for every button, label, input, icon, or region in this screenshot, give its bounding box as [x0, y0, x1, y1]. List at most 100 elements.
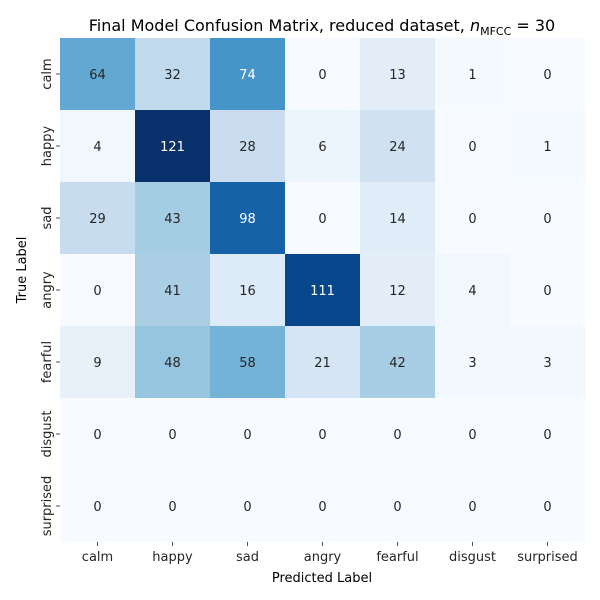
heatmap-cell-fearful-angry — [285, 326, 361, 399]
heatmap-cell-fearful-disgust — [435, 326, 511, 399]
cell-value-label: 3 — [468, 356, 476, 371]
heatmap-cell-happy-disgust — [435, 110, 511, 183]
x-tick-label-calm: calm — [82, 550, 113, 565]
heatmap-cell-sad-happy — [135, 182, 211, 255]
heatmap-cell-disgust-sad — [210, 398, 286, 471]
x-tick-label-happy: happy — [152, 550, 193, 565]
heatmap-cell-calm-disgust — [435, 38, 511, 111]
cell-value-label: 0 — [543, 68, 551, 83]
cell-value-label: 6 — [318, 140, 326, 155]
heatmap-cell-calm-calm — [60, 38, 136, 111]
cell-value-label: 14 — [389, 212, 406, 227]
heatmap-cell-angry-fearful — [360, 254, 436, 327]
cell-value-label: 0 — [93, 284, 101, 299]
cell-value-label: 42 — [389, 356, 406, 371]
x-tick-label-surprised: surprised — [517, 550, 578, 565]
heatmap-cell-disgust-disgust — [435, 398, 511, 471]
heatmap-cell-fearful-fearful — [360, 326, 436, 399]
heatmap-cell-sad-fearful — [360, 182, 436, 255]
heatmap-cell-fearful-calm — [60, 326, 136, 399]
heatmap-cell-calm-fearful — [360, 38, 436, 111]
heatmap-cell-sad-sad — [210, 182, 286, 255]
cell-value-label: 0 — [543, 500, 551, 515]
cell-value-label: 13 — [389, 68, 406, 83]
heatmap-cell-happy-sad — [210, 110, 286, 183]
cell-value-label: 121 — [160, 140, 185, 155]
y-tick-label-fearful: fearful — [40, 341, 55, 383]
x-tick-label-fearful: fearful — [376, 550, 418, 565]
cell-value-label: 58 — [239, 356, 256, 371]
cell-value-label: 4 — [468, 284, 476, 299]
y-tick-label-calm: calm — [40, 58, 55, 89]
heatmap-cell-sad-disgust — [435, 182, 511, 255]
cell-value-label: 0 — [318, 212, 326, 227]
cell-value-label: 0 — [543, 428, 551, 443]
heatmap-cell-angry-calm — [60, 254, 136, 327]
chart-title: Final Model Confusion Matrix, reduced da… — [89, 16, 555, 38]
heatmap-cell-happy-calm — [60, 110, 136, 183]
cell-value-label: 0 — [393, 428, 401, 443]
cell-value-label: 0 — [393, 500, 401, 515]
heatmap-cell-happy-fearful — [360, 110, 436, 183]
heatmap-cell-fearful-surprised — [510, 326, 586, 399]
y-axis-label: True Label — [15, 237, 30, 305]
y-tick-label-surprised: surprised — [40, 476, 55, 537]
x-tick-label-sad: sad — [236, 550, 259, 565]
heatmap-cell-sad-calm — [60, 182, 136, 255]
cell-value-label: 0 — [468, 500, 476, 515]
cell-value-label: 0 — [468, 428, 476, 443]
cell-value-label: 0 — [318, 68, 326, 83]
y-axis-ticks: calm happy sad angry fearful disgust surprised — [40, 58, 60, 536]
heatmap-cell-surprised-happy — [135, 470, 211, 543]
heatmap-cell-fearful-sad — [210, 326, 286, 399]
heatmap-cell-calm-surprised — [510, 38, 586, 111]
chart-title-var: n — [470, 16, 480, 35]
heatmap-cell-surprised-surprised — [510, 470, 586, 543]
heatmap-cell-angry-sad — [210, 254, 286, 327]
cell-labels: 64 32 74 0 13 1 04 121 28 6 24 0 129 43 98 0 14 0 00 41 16 11… — [89, 68, 551, 515]
cell-value-label: 98 — [239, 212, 256, 227]
cell-value-label: 12 — [389, 284, 406, 299]
heatmap-cell-happy-happy — [135, 110, 211, 183]
cell-value-label: 1 — [468, 68, 476, 83]
cell-value-label: 0 — [93, 428, 101, 443]
cell-value-label: 43 — [164, 212, 181, 227]
x-tick-label-angry: angry — [304, 550, 342, 565]
y-tick-label-angry: angry — [40, 271, 55, 309]
chart-title-sub: MFCC — [480, 25, 511, 38]
heatmap-cell-surprised-angry — [285, 470, 361, 543]
heatmap-cell-disgust-angry — [285, 398, 361, 471]
heatmap-cell-angry-surprised — [510, 254, 586, 327]
heatmap-cell-calm-sad — [210, 38, 286, 111]
heatmap-cell-calm-happy — [135, 38, 211, 111]
cell-value-label: 0 — [93, 500, 101, 515]
cell-value-label: 0 — [543, 212, 551, 227]
cell-value-label: 24 — [389, 140, 406, 155]
cell-value-label: 4 — [93, 140, 101, 155]
cell-value-label: 3 — [543, 356, 551, 371]
heatmap-cell-angry-disgust — [435, 254, 511, 327]
heatmap-cell-surprised-disgust — [435, 470, 511, 543]
cell-value-label: 0 — [318, 500, 326, 515]
y-tick-label-happy: happy — [40, 125, 55, 166]
heatmap-cell-disgust-happy — [135, 398, 211, 471]
cell-value-label: 32 — [164, 68, 181, 83]
cell-value-label: 28 — [239, 140, 256, 155]
x-axis-ticks: calm happy sad angry fearful disgust surprised — [82, 542, 578, 565]
heatmap-cell-angry-angry — [285, 254, 361, 327]
heatmap-cell-disgust-fearful — [360, 398, 436, 471]
heatmap-cell-happy-angry — [285, 110, 361, 183]
cell-value-label: 111 — [310, 284, 335, 299]
cell-value-label: 9 — [93, 356, 101, 371]
cell-value-label: 21 — [314, 356, 331, 371]
x-tick-label-disgust: disgust — [449, 550, 496, 565]
heatmap-cell-surprised-sad — [210, 470, 286, 543]
chart-title-main: Final Model Confusion Matrix, reduced da… — [89, 16, 470, 35]
cell-value-label: 16 — [239, 284, 256, 299]
x-axis-label: Predicted Label — [272, 571, 372, 586]
cell-value-label: 0 — [468, 140, 476, 155]
cell-value-label: 29 — [89, 212, 106, 227]
cell-value-label: 0 — [543, 284, 551, 299]
cell-value-label: 0 — [468, 212, 476, 227]
